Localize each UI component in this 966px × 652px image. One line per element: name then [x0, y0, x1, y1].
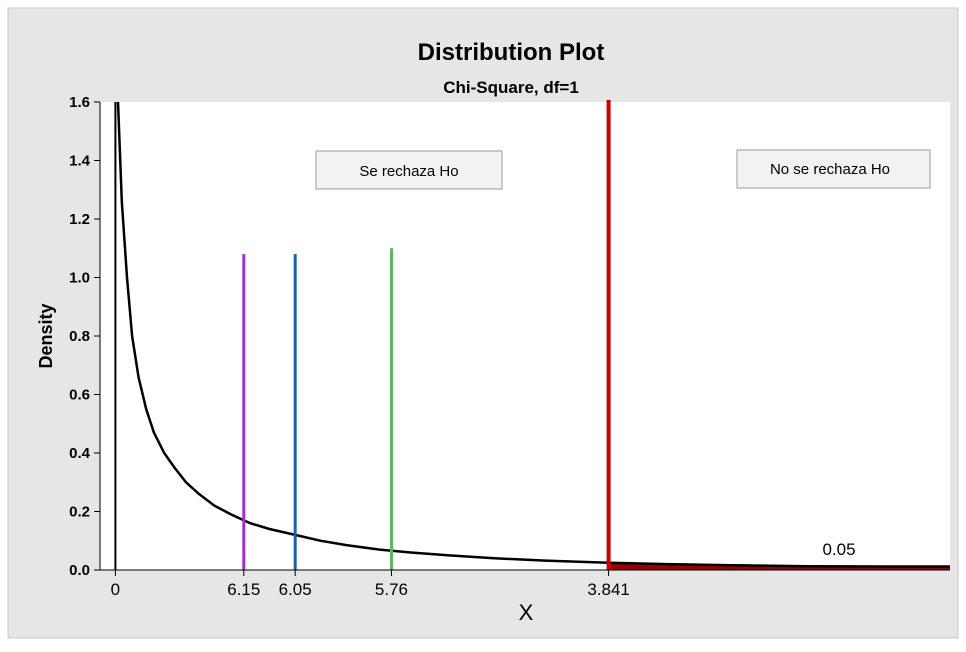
x-tick-label: 5.76 [375, 580, 408, 599]
y-axis-label: Density [36, 303, 56, 368]
y-tick-label: 1.2 [69, 211, 90, 228]
x-tick-label: 6.05 [279, 580, 312, 599]
y-tick-label: 1.0 [69, 270, 90, 287]
x-axis-ticks: 0 6.15 6.05 5.76 3.841 [111, 570, 630, 599]
x-tick-label: 6.15 [227, 580, 260, 599]
density-curve [116, 101, 950, 568]
annotation-no-reject-box [736, 149, 931, 189]
vertical-lines [242, 100, 611, 570]
y-tick-label: 0.4 [69, 445, 91, 462]
x-tick-label: 0 [111, 580, 120, 599]
annotation-reject-text: Se rechaza Ho [359, 163, 458, 180]
y-tick-label: 0.6 [69, 387, 90, 404]
y-tick-label: 0.2 [69, 504, 90, 521]
annotation-reject-box [315, 150, 503, 190]
y-tick-label: 0.8 [69, 328, 90, 345]
tail-area-label: 0.05 [822, 540, 855, 559]
chart-title: Distribution Plot [418, 39, 605, 66]
x-tick-label: 3.841 [587, 580, 630, 599]
y-tick-label: 0.0 [69, 562, 90, 579]
x-axis-label: X [519, 600, 534, 625]
y-tick-label: 1.4 [69, 153, 91, 170]
annotation-reject: Se rechaza Ho [315, 150, 503, 190]
annotation-no-reject: No se rechaza Ho [736, 149, 931, 189]
chart-subtitle: Chi-Square, df=1 [443, 78, 579, 97]
y-tick-label: 1.6 [69, 94, 90, 111]
annotation-no-reject-text: No se rechaza Ho [770, 161, 890, 178]
y-axis-ticks: 0.0 0.2 0.4 0.6 0.8 1.0 1.2 1.4 1.6 [69, 94, 100, 579]
